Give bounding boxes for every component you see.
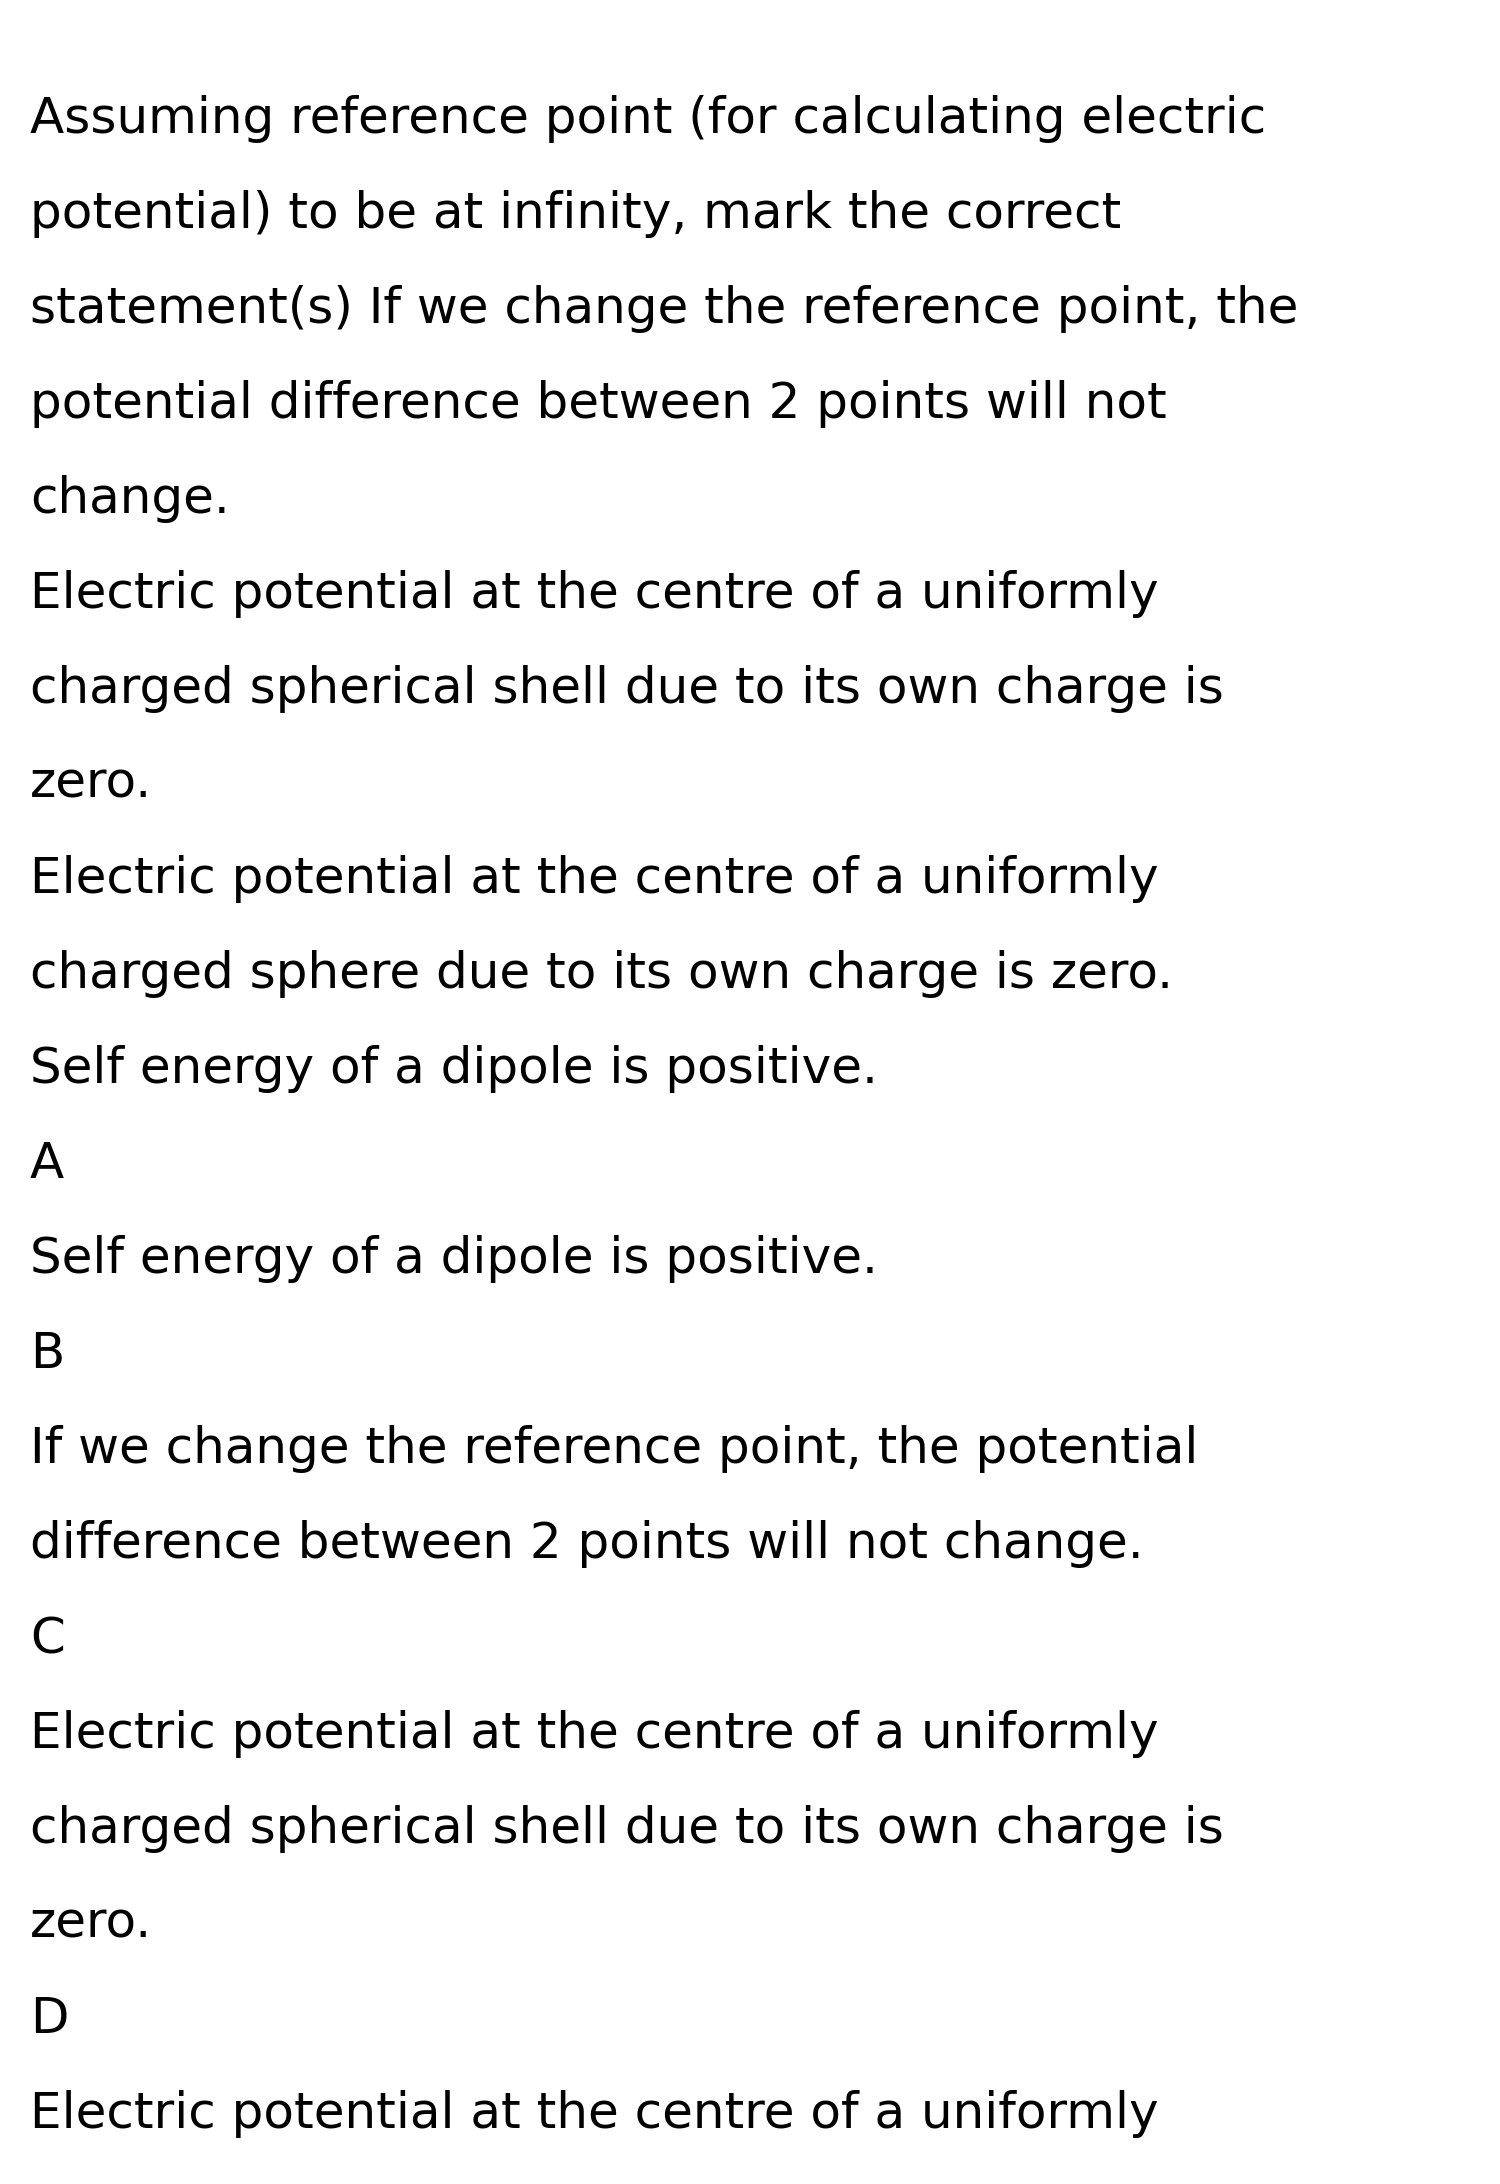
Text: Self energy of a dipole is positive.: Self energy of a dipole is positive. (30, 1234, 877, 1282)
Text: charged sphere due to its own charge is zero.: charged sphere due to its own charge is … (30, 950, 1173, 998)
Text: Electric potential at the centre of a uniformly: Electric potential at the centre of a un… (30, 1710, 1158, 1758)
Text: potential) to be at infinity, mark the correct: potential) to be at infinity, mark the c… (30, 190, 1120, 238)
Text: zero.: zero. (30, 1900, 152, 1948)
Text: statement(s) If we change the reference point, the: statement(s) If we change the reference … (30, 284, 1299, 332)
Text: If we change the reference point, the potential: If we change the reference point, the po… (30, 1424, 1198, 1472)
Text: Self energy of a dipole is positive.: Self energy of a dipole is positive. (30, 1044, 877, 1092)
Text: Electric potential at the centre of a uniformly: Electric potential at the centre of a un… (30, 2090, 1158, 2138)
Text: potential difference between 2 points will not: potential difference between 2 points wi… (30, 380, 1167, 428)
Text: Assuming reference point (for calculating electric: Assuming reference point (for calculatin… (30, 94, 1266, 142)
Text: B: B (30, 1330, 64, 1378)
Text: change.: change. (30, 474, 230, 522)
Text: zero.: zero. (30, 760, 152, 808)
Text: D: D (30, 1994, 69, 2042)
Text: Electric potential at the centre of a uniformly: Electric potential at the centre of a un… (30, 570, 1158, 618)
Text: charged spherical shell due to its own charge is: charged spherical shell due to its own c… (30, 664, 1224, 712)
Text: A: A (30, 1140, 64, 1188)
Text: Electric potential at the centre of a uniformly: Electric potential at the centre of a un… (30, 854, 1158, 902)
Text: difference between 2 points will not change.: difference between 2 points will not cha… (30, 1520, 1143, 1568)
Text: charged spherical shell due to its own charge is: charged spherical shell due to its own c… (30, 1804, 1224, 1852)
Text: C: C (30, 1614, 64, 1662)
